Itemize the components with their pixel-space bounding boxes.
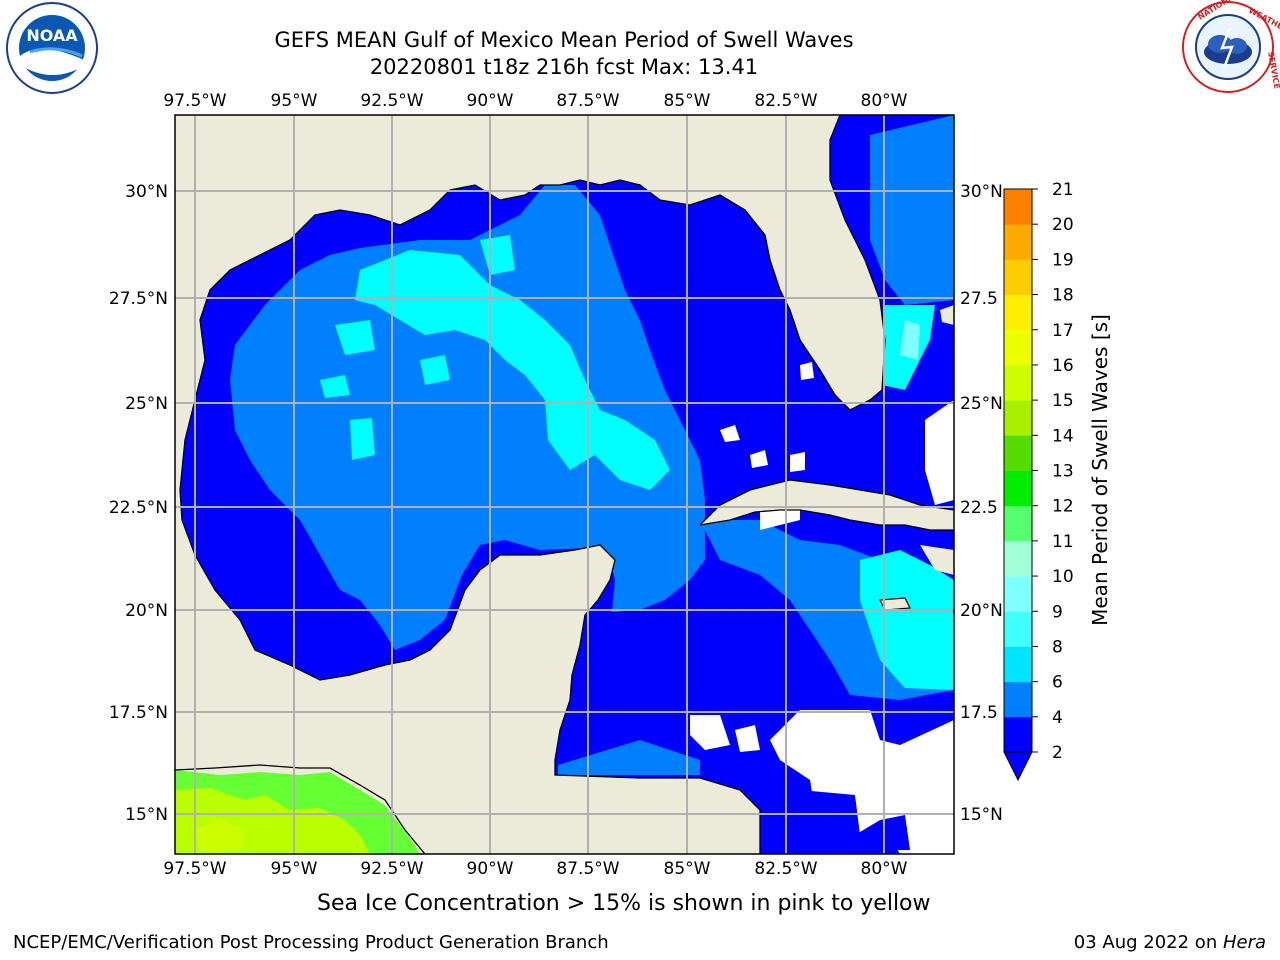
lon-label: 87.5°W <box>556 91 619 111</box>
colorbar-segment <box>1004 576 1032 612</box>
colorbar-segment <box>1004 329 1032 366</box>
map-area <box>175 115 954 854</box>
colorbar-segment <box>1004 681 1032 718</box>
machine-name: Hera <box>1222 932 1266 953</box>
lon-label: 82.5°W <box>754 859 817 879</box>
lon-label: 87.5°W <box>556 859 619 879</box>
lat-label: 25°N <box>125 394 168 414</box>
colorbar-segment <box>1004 716 1032 753</box>
colorbar-tick-label: 20 <box>1052 215 1074 235</box>
colorbar-segment <box>1004 294 1032 331</box>
colorbar-tick-label: 12 <box>1052 497 1074 517</box>
colorbar-segment <box>1004 364 1032 401</box>
lon-label: 95°W <box>271 91 318 111</box>
lon-label: 97.5°W <box>163 859 226 879</box>
colorbar-segment <box>1004 189 1032 225</box>
lat-label: 27.5 <box>960 289 998 309</box>
lon-label: 82.5°W <box>754 91 817 111</box>
colorbar-segment <box>1004 435 1032 471</box>
colorbar-segment <box>1004 505 1032 542</box>
lat-label: 30°N <box>960 182 1003 202</box>
lat-label: 27.5°N <box>109 289 168 309</box>
colorbar-segment <box>1004 400 1032 436</box>
colorbar-segment <box>1004 259 1032 296</box>
lon-label: 80°W <box>861 91 908 111</box>
lon-label: 92.5°W <box>360 859 423 879</box>
map-title: GEFS MEAN Gulf of Mexico Mean Period of … <box>274 28 854 52</box>
credit-text: NCEP/EMC/Verification Post Processing Pr… <box>13 932 609 953</box>
colorbar-tick-label: 17 <box>1052 321 1074 341</box>
colorbar-tick-label: 21 <box>1052 180 1074 200</box>
colorbar-segment <box>1004 540 1032 577</box>
colorbar-tick-label: 16 <box>1052 356 1074 376</box>
colorbar-tick-label: 13 <box>1052 462 1074 482</box>
colorbar-tick-label: 14 <box>1052 426 1074 446</box>
nws-logo: NATIONAL WEATHER SERVICE <box>1182 0 1280 93</box>
lat-label: 17.5 <box>960 703 998 723</box>
lat-label: 22.5 <box>960 498 998 518</box>
colorbar-tick-label: 8 <box>1052 637 1063 657</box>
colorbar-label: Mean Period of Swell Waves [s] <box>1088 314 1112 626</box>
date-stamp: 03 Aug 2022 on Hera <box>1074 932 1266 953</box>
colorbar-tick-label: 2 <box>1052 743 1063 763</box>
lon-label: 80°W <box>861 859 908 879</box>
lat-label: 20°N <box>960 601 1003 621</box>
colorbar-segment <box>1004 470 1032 507</box>
lat-label: 22.5°N <box>109 498 168 518</box>
lon-label: 92.5°W <box>360 91 423 111</box>
lon-labels-top: 97.5°W 95°W 92.5°W 90°W 87.5°W 85°W 82.5… <box>163 91 907 111</box>
colorbar-segment <box>1004 224 1032 260</box>
map-subtitle: 20220801 t18z 216h fcst Max: 13.41 <box>369 55 759 79</box>
land-jamaica <box>880 598 910 610</box>
lon-label: 90°W <box>467 91 514 111</box>
noaa-logo: NOAA <box>6 2 98 94</box>
lat-label: 25°N <box>960 394 1003 414</box>
colorbar: 2 4 6 8 9 10 11 12 13 14 15 16 17 18 19 20 21 <box>1003 180 1074 782</box>
lon-label: 90°W <box>467 859 514 879</box>
colorbar-tick-label: 11 <box>1052 532 1074 552</box>
noaa-logo-text: NOAA <box>26 26 78 45</box>
colorbar-segment <box>1004 611 1032 647</box>
date-text: 03 Aug 2022 on <box>1073 932 1223 953</box>
lon-label: 95°W <box>271 859 318 879</box>
colorbar-tick-label: 18 <box>1052 286 1074 306</box>
lon-label: 85°W <box>664 859 711 879</box>
svg-text:SERVICE: SERVICE <box>1266 51 1280 90</box>
colorbar-segment <box>1004 646 1032 683</box>
graticule <box>175 115 954 854</box>
map-frame <box>174 114 955 855</box>
lat-label: 20°N <box>125 601 168 621</box>
lat-labels-left: 30°N 27.5°N 25°N 22.5°N 20°N 17.5°N 15°N <box>109 182 168 825</box>
colorbar-tick-label: 19 <box>1052 250 1074 270</box>
land-cuba <box>700 480 954 530</box>
lat-label: 17.5°N <box>109 703 168 723</box>
lon-label: 85°W <box>664 91 711 111</box>
colorbar-tick-label: 9 <box>1052 602 1063 622</box>
colorbar-extend-arrow <box>1003 751 1033 782</box>
lat-label: 15°N <box>125 805 168 825</box>
sea-ice-note: Sea Ice Concentration > 15% is shown in … <box>317 891 931 916</box>
lon-labels-bottom: 97.5°W 95°W 92.5°W 90°W 87.5°W 85°W 82.5… <box>163 859 907 879</box>
lon-label: 97.5°W <box>163 91 226 111</box>
lat-labels-right: 30°N 27.5 25°N 22.5 20°N 17.5 15°N <box>960 182 1003 825</box>
colorbar-tick-label: 10 <box>1052 567 1074 587</box>
lat-label: 15°N <box>960 805 1003 825</box>
colorbar-tick-label: 6 <box>1052 673 1063 693</box>
colorbar-tick-label: 4 <box>1052 708 1063 728</box>
colorbar-tick-label: 15 <box>1052 391 1074 411</box>
lat-label: 30°N <box>125 182 168 202</box>
